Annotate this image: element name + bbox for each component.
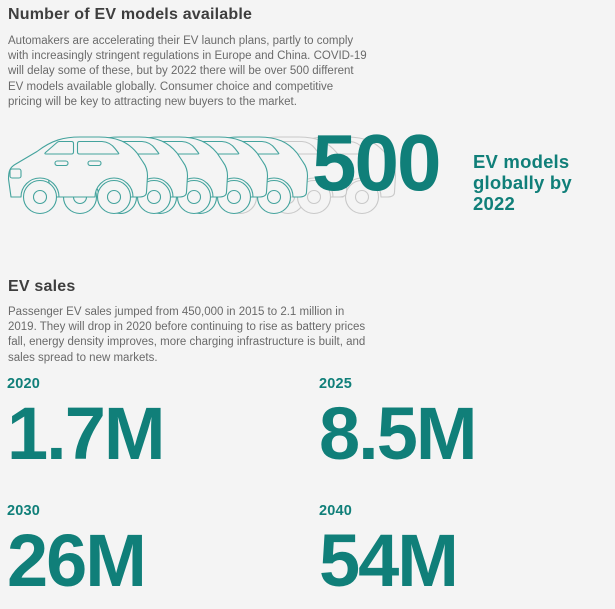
stat-value: 26M — [7, 519, 147, 602]
stat-value: 8.5M — [319, 392, 478, 475]
stat-year-label: 2040 — [319, 503, 353, 519]
models-section-title: Number of EV models available — [8, 6, 253, 23]
stat-year-label: 2025 — [319, 376, 353, 392]
stat-value: 54M — [319, 519, 459, 602]
stat-value: 1.7M — [7, 392, 166, 475]
models-section-description: Automakers are accelerating their EV lau… — [8, 35, 367, 108]
sales-stat-2025: 2025 8.5M — [319, 376, 478, 475]
ev-models-big-number-label: EV models globally by 2022 — [473, 151, 615, 214]
big-number-label-line1: EV models — [473, 151, 570, 172]
sales-stat-2020: 2020 1.7M — [7, 376, 166, 475]
big-number-label-line2: globally by 2022 — [473, 172, 572, 214]
sales-stat-2040: 2040 54M — [319, 503, 459, 602]
sales-section-title: EV sales — [8, 278, 76, 295]
sales-stat-2030: 2030 26M — [7, 503, 147, 602]
ev-models-big-number: 500 — [312, 118, 441, 207]
stat-year-label: 2020 — [7, 376, 41, 392]
stat-year-label: 2030 — [7, 503, 41, 519]
sales-section-description: Passenger EV sales jumped from 450,000 i… — [8, 306, 366, 364]
